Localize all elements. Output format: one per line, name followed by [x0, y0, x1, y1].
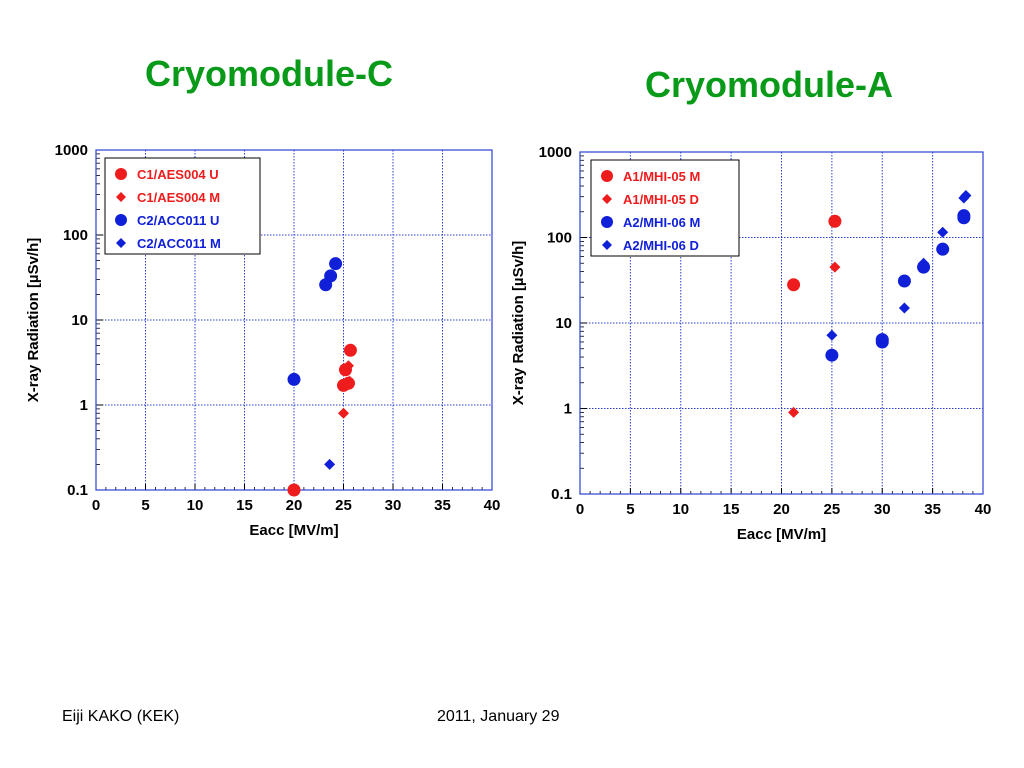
data-point-diamond [826, 329, 838, 341]
legend-label: A1/MHI-05 D [623, 192, 699, 207]
data-point-diamond [960, 189, 972, 201]
data-point-diamond [324, 458, 336, 470]
x-tick-label: 10 [187, 497, 204, 514]
legend-label: C1/AES004 U [137, 167, 219, 182]
series-a2-mhi-06-d [826, 189, 972, 341]
x-tick-label: 30 [874, 501, 891, 518]
data-point-circle [324, 269, 338, 283]
y-tick-label: 1000 [539, 144, 572, 161]
data-point-circle [957, 209, 971, 223]
x-tick-label: 40 [484, 497, 501, 514]
data-point-diamond [918, 257, 930, 269]
y-tick-label: 1 [80, 397, 88, 414]
data-point-diamond [937, 226, 949, 238]
legend-label: A1/MHI-05 M [623, 169, 700, 184]
legend-marker-diamond [116, 238, 126, 248]
data-point-circle [343, 343, 357, 357]
legend-marker-diamond [602, 194, 612, 204]
x-tick-label: 30 [385, 497, 402, 514]
y-axis-label: X-ray Radiation [µSv/h] [25, 238, 42, 403]
x-tick-label: 20 [286, 497, 303, 514]
chart-panel-cryomodule-c: 0 5 10 15 20 25 30 35 40 0.1 1 10 100 1000 Eacc [MV/m]… [22, 140, 512, 550]
x-tick-label: 40 [975, 501, 992, 518]
y-tick-label: 0.1 [67, 482, 88, 499]
x-tick-label: 15 [723, 501, 740, 518]
data-point-diamond [338, 407, 349, 419]
x-tick-label: 5 [141, 497, 149, 514]
series-a1-mhi-05-m [787, 214, 842, 292]
x-tick-label: 20 [773, 501, 790, 518]
legend-marker-circle [601, 216, 613, 228]
x-tick-label: 25 [335, 497, 352, 514]
chart-title-cryomodule-c: Cryomodule-C [145, 53, 394, 94]
x-tick-label: 10 [672, 501, 689, 518]
legend-marker-circle [115, 168, 127, 180]
plot-frame [579, 151, 984, 495]
legend-label: C2/ACC011 U [137, 213, 219, 228]
footer-author: Eiji KAKO (KEK) [62, 708, 180, 725]
chart-svg-cryomodule-a: 0 5 10 15 20 25 30 35 40 0.1 1 10 100 1000 Eacc [MV/m]… [510, 144, 992, 543]
y-axis-label: X-ray Radiation [µSv/h] [510, 241, 527, 406]
data-point-circle [897, 274, 911, 288]
data-point-circle [287, 372, 301, 386]
y-tick-label: 10 [71, 312, 88, 329]
series-c2-acc011-m [324, 458, 336, 470]
x-tick-label: 35 [924, 501, 941, 518]
legend-marker-circle [601, 170, 613, 182]
data-point-diamond [898, 302, 910, 314]
data-point-diamond [343, 375, 355, 387]
y-tick-label: 100 [547, 230, 572, 247]
legend-label: C1/AES004 M [137, 190, 220, 205]
x-tick-label: 0 [92, 497, 100, 514]
chart-title-cryomodule-a: Cryomodule-A [645, 64, 894, 105]
legend-label: C2/ACC011 M [137, 236, 221, 251]
x-tick-label: 25 [824, 501, 841, 518]
data-point-circle [875, 333, 889, 347]
x-axis-label: Eacc [MV/m] [737, 526, 826, 543]
data-point-circle [287, 483, 301, 497]
chart-svg-cryomodule-c: 0 5 10 15 20 25 30 35 40 0.1 1 10 100 1000 Eacc [MV/m]… [25, 142, 501, 539]
legend-box [104, 157, 261, 255]
y-tick-label: 100 [63, 227, 88, 244]
data-point-circle [936, 242, 950, 256]
series-c1-aes004-m [338, 360, 355, 419]
legend-marker-diamond [602, 240, 612, 250]
footer-date: 2011, January 29 [437, 708, 560, 725]
data-point-diamond [788, 406, 800, 418]
legend-label: A2/MHI-06 D [623, 238, 699, 253]
x-tick-label: 35 [434, 497, 451, 514]
data-point-circle [828, 214, 842, 228]
y-tick-label: 1000 [55, 142, 88, 159]
legend-marker-circle [115, 214, 127, 226]
data-point-diamond [829, 261, 841, 273]
y-tick-label: 10 [555, 315, 572, 332]
data-point-circle [825, 348, 839, 362]
legend-box [590, 159, 740, 257]
x-tick-label: 0 [576, 501, 584, 518]
series-c2-acc011-u [287, 257, 343, 386]
y-tick-label: 0.1 [551, 486, 572, 503]
y-tick-label: 1 [564, 401, 572, 418]
chart-panel-cryomodule-a: 0 5 10 15 20 25 30 35 40 0.1 1 10 100 1000 Eacc [MV/m]… [505, 140, 1005, 550]
series-a1-mhi-05-d [788, 261, 841, 418]
x-axis-label: Eacc [MV/m] [249, 522, 338, 539]
data-point-diamond [342, 360, 354, 372]
data-point-circle [787, 278, 801, 292]
x-tick-label: 15 [236, 497, 253, 514]
legend-marker-diamond [116, 192, 126, 202]
x-tick-label: 5 [626, 501, 634, 518]
legend-label: A2/MHI-06 M [623, 215, 700, 230]
data-point-circle [329, 257, 343, 271]
